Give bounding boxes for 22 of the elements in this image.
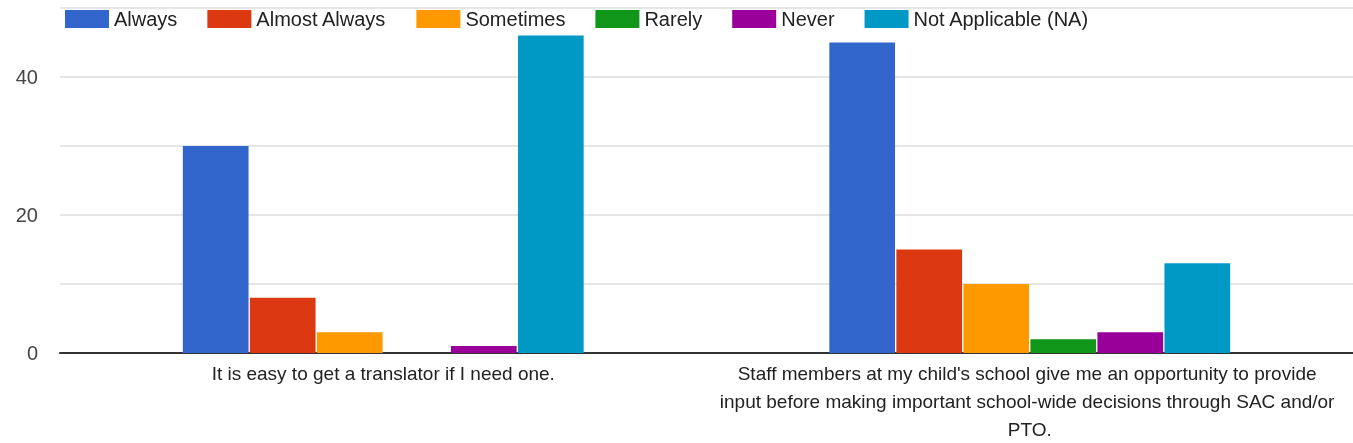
bar <box>1030 339 1097 353</box>
bar <box>829 42 896 353</box>
legend-label: Rarely <box>644 8 703 30</box>
legend-label: Always <box>114 8 178 30</box>
legend-label: Never <box>781 8 835 30</box>
bar <box>450 346 517 353</box>
y-tick-label: 0 <box>26 342 38 364</box>
y-tick-label: 20 <box>15 204 38 226</box>
bar <box>316 332 383 353</box>
bar <box>249 297 316 353</box>
bar <box>517 35 584 353</box>
x-tick-label: It is easy to get a translator if I need one. <box>211 362 555 384</box>
legend-label: Almost Always <box>256 8 386 30</box>
bar <box>1164 263 1231 353</box>
y-tick-label: 40 <box>15 66 38 88</box>
x-tick-label: Staff members at my child's school give me an opportunity to provide input before making important school-wide decisions through SAC and/or PTO. <box>719 362 1340 440</box>
bar <box>963 284 1030 353</box>
legend-label: Sometimes <box>465 8 566 30</box>
bar <box>1097 332 1164 353</box>
bar <box>182 146 249 353</box>
bar <box>896 249 963 353</box>
legend-label: Not Applicable (NA) <box>913 8 1089 30</box>
